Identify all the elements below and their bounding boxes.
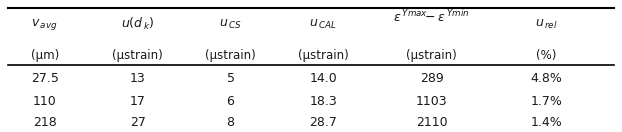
Text: (μstrain): (μstrain) <box>205 49 256 62</box>
Text: (μstrain): (μstrain) <box>406 49 457 62</box>
Text: 14.0: 14.0 <box>310 72 337 85</box>
Text: $\varepsilon^{\,Ymax}$$\!\!-\varepsilon^{\,Ymin}$: $\varepsilon^{\,Ymax}$$\!\!-\varepsilon^… <box>393 9 470 25</box>
Text: 28.7: 28.7 <box>310 116 337 129</box>
Text: 27: 27 <box>129 116 146 129</box>
Text: $v_{\,avg}$: $v_{\,avg}$ <box>32 17 58 32</box>
Text: 2110: 2110 <box>416 116 448 129</box>
Text: 1.4%: 1.4% <box>531 116 562 129</box>
Text: $u_{\,rel}$: $u_{\,rel}$ <box>535 18 558 31</box>
Text: 18.3: 18.3 <box>310 95 337 108</box>
Text: (%): (%) <box>536 49 557 62</box>
Text: 13: 13 <box>130 72 146 85</box>
Text: 8: 8 <box>226 116 234 129</box>
Text: 5: 5 <box>226 72 234 85</box>
Text: (μstrain): (μstrain) <box>298 49 349 62</box>
Text: 1103: 1103 <box>416 95 448 108</box>
Text: 17: 17 <box>129 95 146 108</box>
Text: (μm): (μm) <box>30 49 59 62</box>
Text: 110: 110 <box>33 95 57 108</box>
Text: $u_{\,CAL}$: $u_{\,CAL}$ <box>310 18 337 31</box>
Text: (μstrain): (μstrain) <box>112 49 163 62</box>
Text: 218: 218 <box>33 116 57 129</box>
Text: $u(d_{\,k})$: $u(d_{\,k})$ <box>121 16 154 32</box>
Text: 1.7%: 1.7% <box>531 95 562 108</box>
Text: $u_{\,CS}$: $u_{\,CS}$ <box>219 18 242 31</box>
Text: 289: 289 <box>420 72 443 85</box>
Text: 4.8%: 4.8% <box>531 72 562 85</box>
Text: 6: 6 <box>226 95 234 108</box>
Text: 27.5: 27.5 <box>31 72 58 85</box>
